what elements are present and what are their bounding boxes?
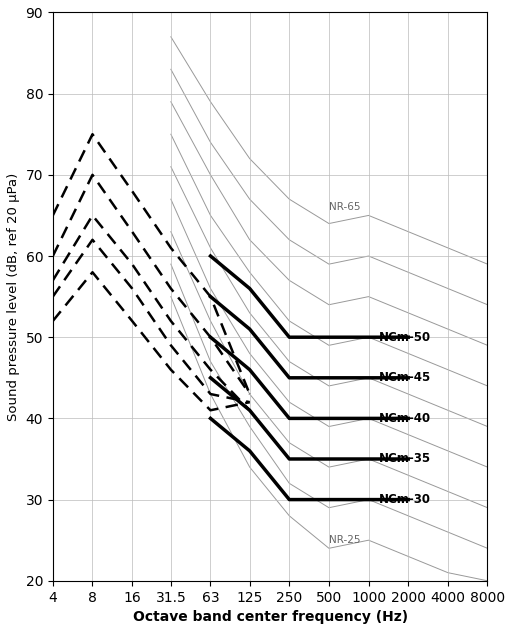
X-axis label: Octave band center frequency (Hz): Octave band center frequency (Hz) (133, 610, 408, 624)
Text: NCm-35: NCm-35 (379, 452, 431, 466)
Text: NCm-40: NCm-40 (379, 412, 431, 425)
Text: NCm-50: NCm-50 (379, 331, 431, 344)
Text: NR-65: NR-65 (329, 203, 360, 212)
Text: NCm-45: NCm-45 (379, 371, 431, 384)
Text: NR-25: NR-25 (329, 535, 360, 545)
Text: NCm-30: NCm-30 (379, 493, 431, 506)
Y-axis label: Sound pressure level (dB, ref 20 μPa): Sound pressure level (dB, ref 20 μPa) (7, 172, 20, 421)
